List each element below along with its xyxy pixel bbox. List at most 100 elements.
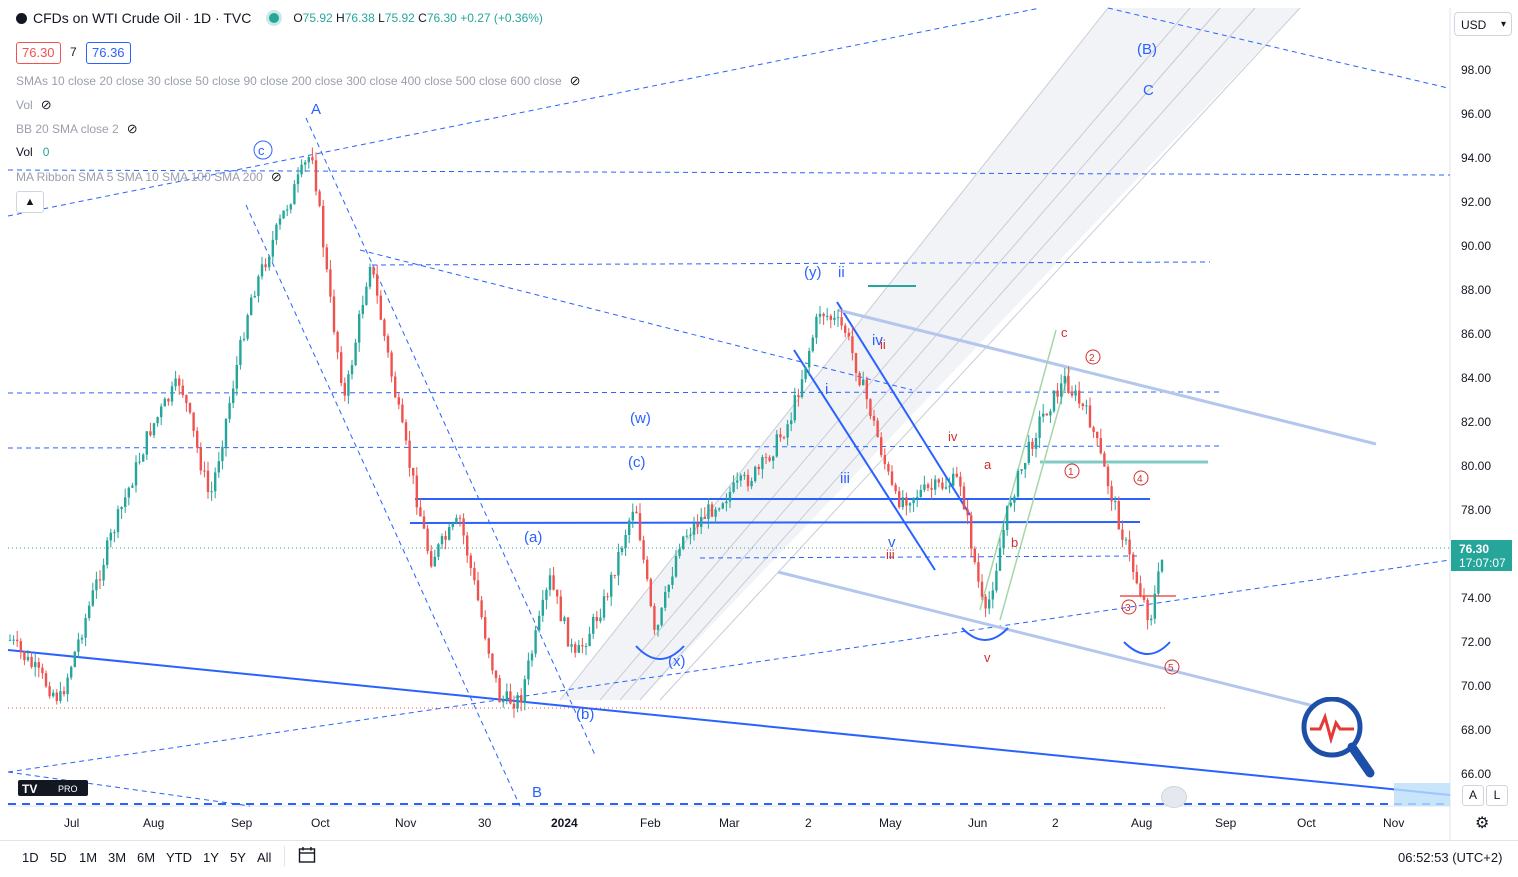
symbol-title[interactable]: CFDs on WTI Crude Oil · 1D · TVC bbox=[33, 10, 252, 26]
candle-body bbox=[145, 431, 148, 455]
candle-body bbox=[1020, 469, 1023, 471]
candle-body bbox=[898, 491, 901, 508]
timeframe-all-button[interactable]: All bbox=[257, 850, 272, 865]
collapse-indicators-button[interactable]: ▲ bbox=[16, 191, 44, 213]
candle-body bbox=[210, 491, 213, 493]
candle-body bbox=[336, 331, 339, 353]
sell-price-button[interactable]: 76.30 bbox=[16, 42, 61, 64]
candle-body bbox=[1038, 416, 1041, 439]
candle-body bbox=[818, 313, 822, 317]
candle-body bbox=[296, 174, 300, 185]
candle-body bbox=[444, 536, 447, 540]
calendar-goto-icon[interactable] bbox=[298, 846, 316, 864]
indicator-bb[interactable]: BB 20 SMA close 2 ⊘ bbox=[16, 121, 138, 137]
price-axis-label: 86.00 bbox=[1461, 327, 1491, 341]
candle-body bbox=[214, 472, 217, 492]
timeframe-1y-button[interactable]: 1Y bbox=[203, 850, 219, 865]
candle-body bbox=[779, 434, 782, 438]
candle-body bbox=[455, 517, 458, 524]
last-price-tag: 76.30 17:07:07 bbox=[1451, 540, 1512, 571]
currency-select[interactable]: USD ▾ bbox=[1454, 12, 1512, 36]
indicator-vol[interactable]: Vol ⊘ bbox=[16, 97, 52, 113]
time-axis-label: Sep bbox=[1215, 816, 1237, 830]
settings-gear-icon[interactable]: ⚙ bbox=[1475, 815, 1490, 832]
candle-body bbox=[628, 520, 631, 536]
symbol-header[interactable]: CFDs on WTI Crude Oil · 1D · TVC O75.92 … bbox=[16, 10, 543, 26]
candle-body bbox=[257, 276, 260, 296]
candle-body bbox=[1092, 427, 1095, 432]
eye-off-icon[interactable]: ⊘ bbox=[569, 73, 581, 88]
candle-body bbox=[433, 556, 436, 567]
candle-body bbox=[149, 431, 152, 436]
candle-body bbox=[1124, 539, 1128, 541]
indicator-smas[interactable]: SMAs 10 close 20 close 30 close 50 close… bbox=[16, 73, 581, 89]
red-label-5: 5 bbox=[1168, 663, 1174, 674]
time-axis-label: May bbox=[879, 816, 902, 830]
candle-body bbox=[1146, 599, 1149, 621]
red-label-2: 2 bbox=[1089, 353, 1095, 364]
candle-body bbox=[80, 637, 84, 640]
candle-body bbox=[829, 315, 832, 320]
red-label-iv: iv bbox=[948, 429, 958, 444]
indicator-vol-visible[interactable]: Vol 0 bbox=[16, 145, 49, 159]
timeframe-1m-button[interactable]: 1M bbox=[79, 850, 98, 865]
eye-off-icon[interactable]: ⊘ bbox=[40, 97, 52, 112]
log-scale-button[interactable]: L bbox=[1486, 785, 1508, 806]
eye-off-icon[interactable]: ⊘ bbox=[270, 169, 282, 184]
candle-body bbox=[282, 210, 285, 219]
candle-body bbox=[822, 313, 825, 317]
timeframe-3m-button[interactable]: 3M bbox=[108, 850, 127, 865]
candle-body bbox=[448, 527, 451, 540]
timeframe-6m-button[interactable]: 6M bbox=[137, 850, 156, 865]
candle-body bbox=[973, 548, 976, 563]
timeframe-1d-button[interactable]: 1D bbox=[22, 850, 39, 865]
time-axis: Jul Aug Sep Oct Nov 30 2024 Feb Mar 2 May Jun 2 Aug Se… bbox=[64, 816, 1404, 830]
candle-body bbox=[905, 497, 908, 506]
time-axis-label: 2 bbox=[1052, 816, 1059, 830]
candle-body bbox=[563, 617, 566, 622]
candle-body bbox=[127, 487, 130, 498]
eye-off-icon[interactable]: ⊘ bbox=[126, 121, 138, 136]
candle-body bbox=[1096, 431, 1099, 439]
price-axis-label: 68.00 bbox=[1461, 723, 1491, 737]
candle-body bbox=[901, 497, 904, 508]
candle-body bbox=[466, 535, 469, 556]
candle-body bbox=[671, 576, 674, 585]
ohlc-values: O75.92 H76.38 L75.92 C76.30 +0.27 (+0.36… bbox=[293, 11, 543, 25]
candle-body bbox=[304, 162, 307, 165]
buy-price-button[interactable]: 76.36 bbox=[86, 42, 131, 64]
auto-scale-button[interactable]: A bbox=[1462, 785, 1484, 806]
indicator-vol2-value: 0 bbox=[42, 145, 50, 159]
candle-body bbox=[721, 503, 724, 509]
candle-body bbox=[934, 479, 937, 490]
candle-body bbox=[692, 523, 696, 535]
last-price-value: 76.30 bbox=[1459, 542, 1490, 556]
candle-body bbox=[1121, 529, 1124, 540]
candle-body bbox=[1150, 618, 1153, 621]
wave-label-i: i bbox=[825, 381, 828, 398]
clock-timezone[interactable]: 06:52:53 (UTC+2) bbox=[1398, 850, 1503, 865]
candle-body bbox=[754, 466, 757, 482]
dashed-trendlines bbox=[7, 7, 1451, 807]
red-label-ii: ii bbox=[880, 337, 886, 352]
timeframe-ytd-button[interactable]: YTD bbox=[166, 850, 192, 865]
indicator-smas-label: SMAs 10 close 20 close 30 close 50 close… bbox=[16, 74, 562, 88]
timeframe-5y-button[interactable]: 5Y bbox=[230, 850, 246, 865]
us-flag-event-icon[interactable] bbox=[1161, 786, 1187, 808]
indicator-ribbon[interactable]: MA Ribbon SMA 5 SMA 10 SMA 100 SMA 200 ⊘ bbox=[16, 169, 282, 185]
red-label-iii: iii bbox=[886, 547, 895, 562]
candle-body bbox=[919, 489, 922, 497]
candle-body bbox=[34, 662, 37, 668]
price-axis-label: 80.00 bbox=[1461, 459, 1491, 473]
candle-body bbox=[584, 646, 588, 648]
candle-body bbox=[116, 509, 120, 533]
candle-body bbox=[138, 461, 141, 463]
candle-body bbox=[1114, 501, 1117, 503]
candle-body bbox=[700, 516, 703, 527]
candle-body bbox=[401, 404, 404, 423]
candle-body bbox=[361, 304, 364, 315]
timeframe-5d-button[interactable]: 5D bbox=[50, 850, 67, 865]
candle-body bbox=[541, 599, 544, 616]
candle-body bbox=[368, 266, 372, 287]
